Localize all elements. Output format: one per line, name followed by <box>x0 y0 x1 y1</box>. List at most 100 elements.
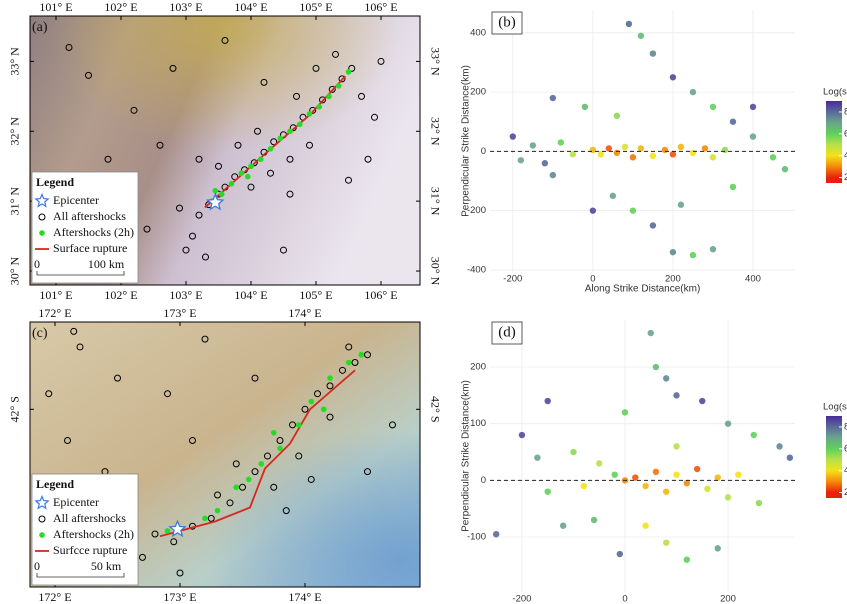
event-point <box>715 545 721 551</box>
event-point <box>702 145 708 151</box>
aftershock-2h-point <box>258 156 264 162</box>
event-point <box>617 551 623 557</box>
event-point <box>610 193 616 199</box>
y-tick-label: 31° N <box>8 187 22 216</box>
event-point <box>670 249 676 255</box>
event-point <box>782 166 788 172</box>
y-tick-label: 33° N <box>8 47 22 76</box>
colorbar <box>826 101 842 183</box>
event-point <box>690 150 696 156</box>
event-point <box>673 392 679 398</box>
aftershock-2h-point <box>233 484 239 490</box>
aftershock-2h-point <box>165 528 171 534</box>
legend-label: Epicenter <box>53 193 99 207</box>
event-point <box>626 21 632 27</box>
event-point <box>570 151 576 157</box>
event-point <box>750 104 756 110</box>
event-point <box>630 154 636 160</box>
event-point <box>730 119 736 125</box>
aftershock-2h-point <box>336 83 342 89</box>
event-point <box>653 364 659 370</box>
x-tick-label: 106° E <box>364 288 397 302</box>
x-tick-label: 103° E <box>169 288 202 302</box>
aftershock-2h-point <box>277 445 283 451</box>
y-tick-label: 200 <box>470 87 486 98</box>
legend-label: Surface rupture <box>53 241 127 255</box>
aftershock-2h-point <box>296 422 302 428</box>
event-point <box>638 145 644 151</box>
scale-bar-label: 0 <box>34 559 40 573</box>
aftershock-2h-point <box>248 163 254 169</box>
x-tick-label: 200 <box>720 594 736 604</box>
aftershock-2h-point <box>246 477 252 483</box>
legend-dot <box>39 230 45 236</box>
event-point <box>690 252 696 258</box>
event-point <box>650 50 656 56</box>
event-point <box>518 157 524 163</box>
x-tick-label: 174° E <box>288 590 321 604</box>
aftershock-2h-point <box>238 170 244 176</box>
event-point <box>630 207 636 213</box>
x-tick-label: 104° E <box>234 288 267 302</box>
event-point <box>560 523 566 529</box>
event-point <box>715 474 721 480</box>
aftershock-2h-point <box>308 399 314 405</box>
y-tick-label: 42° S <box>8 396 22 422</box>
panel-label: (c) <box>32 326 48 341</box>
event-point <box>596 460 602 466</box>
x-tick-label: 173° E <box>163 306 196 320</box>
event-point <box>662 147 668 153</box>
x-tick-label: -200 <box>512 594 531 604</box>
event-point <box>704 486 710 492</box>
colorbar <box>826 416 842 498</box>
event-point <box>710 104 716 110</box>
event-point <box>678 202 684 208</box>
event-point <box>545 398 551 404</box>
event-point <box>670 74 676 80</box>
event-point <box>614 113 620 119</box>
event-point <box>751 432 757 438</box>
event-point <box>590 207 596 213</box>
aftershock-2h-point <box>202 516 208 522</box>
panel-label: (d) <box>498 324 516 340</box>
plot-area <box>490 10 795 272</box>
legend-dot <box>39 532 45 538</box>
aftershock-2h-point <box>346 69 352 75</box>
event-point <box>581 483 587 489</box>
legend-label: Aftershocks (2h) <box>53 225 134 239</box>
x-tick-label: 106° E <box>364 0 397 14</box>
scale-bar-label: 100 km <box>88 257 125 271</box>
legend-title: Legend <box>36 175 74 189</box>
event-point <box>622 409 628 415</box>
panel-label: (a) <box>32 20 48 35</box>
event-point <box>632 474 638 480</box>
y-tick-label: 33° N <box>428 47 442 76</box>
y-tick-label: 0 <box>481 146 486 157</box>
event-point <box>493 531 499 537</box>
event-point <box>510 133 516 139</box>
y-tick-label: 32° N <box>428 117 442 146</box>
event-point <box>710 154 716 160</box>
event-point <box>550 95 556 101</box>
y-tick-label: 200 <box>470 362 486 373</box>
event-point <box>787 455 793 461</box>
event-point <box>650 222 656 228</box>
event-point <box>542 160 548 166</box>
scale-bar-label: 0 <box>34 257 40 271</box>
aftershock-2h-point <box>215 508 221 514</box>
aftershock-2h-point <box>212 188 218 194</box>
event-point <box>591 517 597 523</box>
event-point <box>776 443 782 449</box>
event-point <box>545 489 551 495</box>
legend-label: Surfcce rupture <box>53 543 127 557</box>
event-point <box>558 139 564 145</box>
aftershock-2h-point <box>258 461 264 467</box>
event-point <box>582 104 588 110</box>
figure: 101° E101° E102° E102° E103° E103° E104°… <box>0 0 847 604</box>
y-tick-label: -400 <box>467 264 486 275</box>
y-tick-label: 32° N <box>8 117 22 146</box>
aftershock-2h-point <box>297 121 303 127</box>
page: {"chart_data": [ {"type": "map", "panel_… <box>0 0 847 604</box>
scale-bar-label: 50 km <box>91 559 122 573</box>
event-point <box>590 147 596 153</box>
